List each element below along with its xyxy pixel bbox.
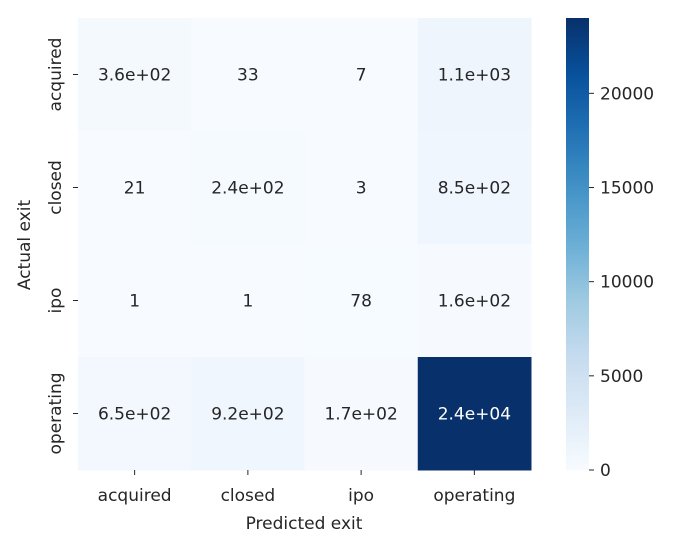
heatmap-cell [191, 131, 305, 245]
x-tick-label: acquired [98, 486, 172, 506]
heatmap-cell [191, 18, 305, 132]
y-axis-title: Actual exit [15, 200, 35, 291]
cell-value-label: 9.2e+02 [211, 405, 284, 425]
colorbar [566, 18, 589, 470]
colorbar-tick-label: 10000 [600, 273, 654, 293]
cell-value-label: 3.6e+02 [98, 66, 171, 86]
colorbar-tick-label: 0 [600, 461, 611, 481]
cell-value-label: 1.7e+02 [324, 405, 397, 425]
heatmap-cell [304, 244, 419, 358]
x-tick-label: ipo [348, 486, 374, 506]
cell-value-label: 1 [242, 292, 253, 312]
heatmap-cell [417, 357, 532, 471]
heatmap-cells: 3.6e+02 33 7 1.1e+03 21 2.4e+02 3 8.5e+02 1 1 78 1.… [78, 18, 532, 471]
colorbar-tick-label: 15000 [600, 179, 654, 199]
cell-value-label: 7 [356, 66, 367, 86]
heatmap-cell [417, 18, 532, 132]
x-axis-title: Predicted exit [246, 514, 363, 534]
y-tick-label: ipo [46, 288, 66, 314]
cell-value-label: 8.5e+02 [438, 179, 511, 199]
cell-value-label: 2.4e+04 [438, 405, 511, 425]
heatmap-cell [304, 357, 419, 471]
heatmap-cell [78, 131, 192, 245]
heatmap-cell [78, 357, 192, 471]
x-tick-label: operating [433, 486, 515, 506]
heatmap-cell [304, 131, 419, 245]
heatmap-cell [191, 244, 305, 358]
colorbar-tick-label: 20000 [600, 84, 654, 104]
cell-value-label: 2.4e+02 [211, 179, 284, 199]
cell-value-label: 78 [350, 292, 372, 312]
colorbar-ticks: 0 5000 10000 15000 20000 [589, 84, 654, 481]
cell-value-label: 33 [237, 66, 259, 86]
cell-value-label: 1 [129, 292, 140, 312]
cell-value-label: 1.6e+02 [438, 292, 511, 312]
y-axis-ticks: acquired closed ipo operating [46, 38, 78, 455]
cell-value-label: 1.1e+03 [438, 66, 511, 86]
x-axis-ticks: acquired closed ipo operating [98, 470, 515, 506]
x-tick-label: closed [221, 486, 276, 506]
heatmap-cell [304, 18, 419, 132]
cell-value-label: 6.5e+02 [98, 405, 171, 425]
heatmap-cell [417, 244, 532, 358]
colorbar-tick-label: 5000 [600, 367, 643, 387]
heatmap-cell [417, 131, 532, 245]
y-tick-label: acquired [46, 38, 66, 112]
cell-value-label: 3 [356, 179, 367, 199]
heatmap-cell [191, 357, 305, 471]
y-tick-label: operating [46, 372, 66, 454]
cell-value-label: 21 [124, 179, 146, 199]
heatmap-cell [78, 244, 192, 358]
heatmap-cell [78, 18, 192, 132]
y-tick-label: closed [46, 160, 66, 215]
